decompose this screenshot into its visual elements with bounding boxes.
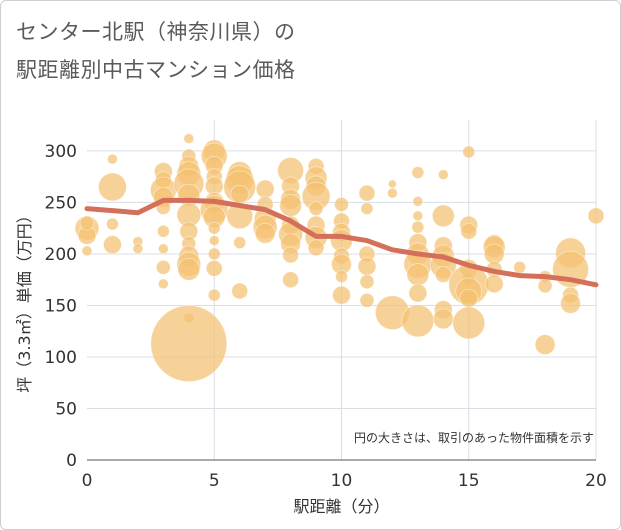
data-bubble [255, 179, 275, 199]
x-tick-label: 5 [209, 471, 220, 491]
x-tick-label: 10 [331, 471, 353, 491]
data-bubble [81, 245, 93, 257]
y-tick-label: 150 [45, 296, 77, 316]
data-bubble [207, 247, 221, 261]
data-bubble [560, 292, 581, 314]
data-bubble [103, 235, 122, 255]
data-bubble [412, 195, 424, 207]
data-bubble [335, 270, 348, 284]
y-tick-label: 300 [45, 142, 77, 162]
data-bubble [406, 263, 430, 286]
data-bubble [386, 187, 398, 199]
data-bubble [460, 222, 478, 240]
y-tick-label: 100 [45, 348, 77, 368]
data-bubble [155, 259, 171, 275]
data-bubble [156, 224, 170, 238]
trend-line [84, 197, 599, 288]
data-bubble [359, 274, 375, 290]
data-bubble [132, 243, 144, 255]
data-bubble [308, 201, 324, 217]
data-bubble [412, 210, 424, 222]
y-tick-labels: 0 50 100 150 200 250 300 [45, 142, 77, 471]
data-bubble [307, 239, 325, 257]
data-bubble [411, 166, 425, 179]
data-bubble [282, 271, 300, 289]
data-bubble [177, 257, 201, 281]
x-tick-labels: 0 5 10 15 20 [82, 471, 607, 491]
y-tick-label: 250 [45, 193, 77, 213]
data-bubble [459, 288, 479, 308]
data-bubble [431, 204, 455, 228]
data-bubble [254, 222, 276, 244]
y-tick-label: 50 [55, 399, 77, 419]
data-bubble [358, 184, 376, 202]
data-bubble [183, 133, 195, 144]
data-bubble [205, 259, 223, 277]
chart-title-line1: センター北駅（神奈川県）の [16, 20, 296, 44]
data-bubble [279, 194, 303, 217]
data-bubble [107, 153, 118, 165]
data-bubble [208, 235, 220, 246]
x-tick-label: 0 [82, 471, 93, 491]
y-axis-label: 坪（3.3㎡）単価（万円） [15, 207, 34, 392]
data-bubble [387, 179, 397, 189]
y-tick-label: 200 [45, 245, 77, 265]
data-bubble [359, 292, 375, 308]
data-bubble [537, 278, 553, 294]
data-bubble [106, 217, 119, 231]
data-bubble [360, 202, 374, 216]
data-bubble [411, 220, 425, 234]
data-bubble [513, 260, 527, 274]
data-bubble [207, 288, 221, 302]
data-bubble [98, 172, 127, 202]
data-bubble [357, 256, 377, 276]
data-bubble [462, 145, 476, 159]
data-bubble [150, 305, 228, 382]
x-tick-label: 20 [585, 471, 607, 491]
data-bubble [452, 306, 486, 340]
x-tick-label: 15 [458, 471, 480, 491]
data-bubble [157, 278, 169, 290]
data-bubble [408, 283, 428, 303]
data-bubble [230, 184, 250, 204]
x-axis-label: 駅距離（分） [293, 497, 389, 516]
data-bubble [437, 169, 449, 181]
data-bubble [334, 197, 349, 212]
data-bubble [207, 221, 221, 235]
data-bubble [432, 308, 454, 330]
data-bubble [484, 274, 504, 294]
data-bubble [401, 304, 435, 338]
data-bubble [332, 285, 351, 305]
bubble-layer [74, 133, 605, 382]
data-bubble [587, 207, 605, 225]
data-bubble [157, 243, 169, 255]
data-bubble [226, 202, 254, 230]
data-bubble [282, 246, 300, 264]
data-bubble [233, 236, 247, 250]
data-bubble [231, 282, 249, 300]
chart-title-line2: 駅距離別中古マンション価格 [16, 58, 296, 82]
data-bubble [79, 215, 95, 231]
data-bubble [483, 243, 505, 265]
data-bubble [534, 334, 556, 356]
y-tick-label: 0 [66, 451, 77, 471]
size-annotation: 円の大きさは、取引のあった物件面積を示す [354, 430, 594, 445]
